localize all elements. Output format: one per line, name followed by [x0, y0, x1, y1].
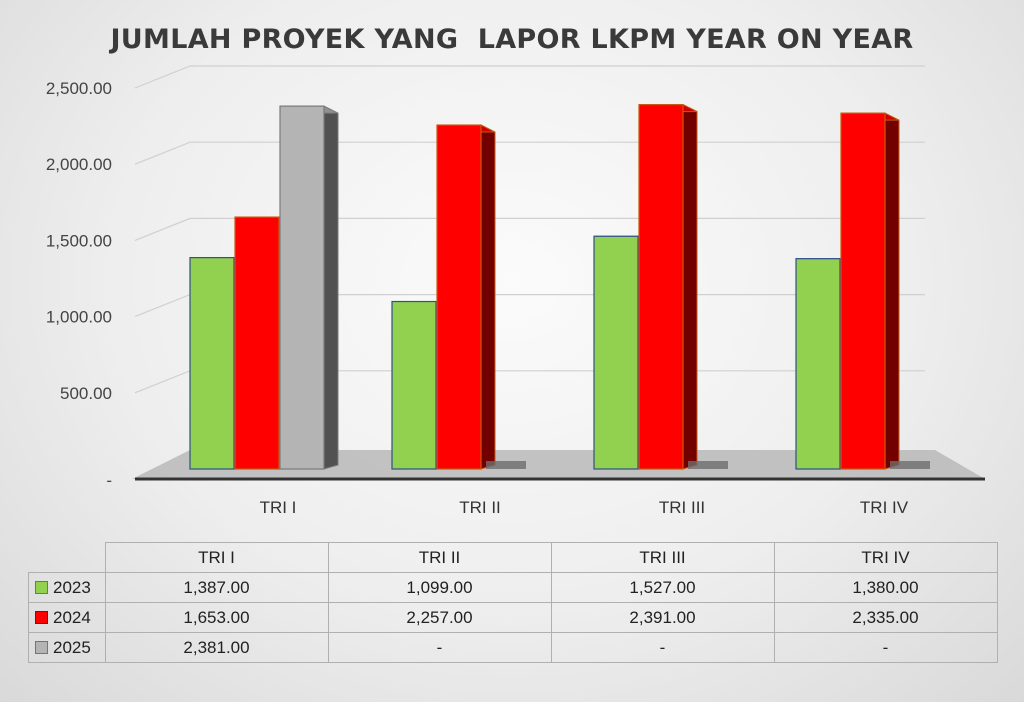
series-legend-cell: 2025	[28, 632, 106, 663]
table-header-row: TRI I TRI II TRI III TRI IV	[28, 542, 998, 573]
y-tick-label: 1,500.00	[46, 231, 112, 250]
gridline	[134, 141, 925, 165]
table-cell: 2,391.00	[550, 602, 775, 633]
series-name: 2025	[53, 637, 91, 657]
bar-side	[480, 124, 496, 470]
x-category-label: TRI III	[659, 498, 705, 517]
series-legend-cell: 2023	[28, 572, 106, 603]
table-cell: 1,527.00	[550, 572, 775, 603]
bar-front	[234, 216, 280, 470]
bar-front	[189, 257, 235, 470]
table-row: 2024 1,653.00 2,257.00 2,391.00 2,335.00	[28, 602, 998, 633]
table-cell: 2,257.00	[327, 602, 552, 633]
bar-side	[323, 105, 339, 470]
y-tick-label: 2,500.00	[46, 79, 112, 98]
bar-empty	[486, 461, 526, 469]
bar-front	[840, 112, 886, 470]
bar-2024	[840, 112, 900, 470]
bar-2024	[638, 103, 698, 470]
series-legend-cell: 2024	[28, 602, 106, 633]
chart-floor	[132, 450, 985, 479]
table-corner	[28, 542, 106, 573]
legend-swatch	[35, 580, 48, 594]
table-cell: -	[550, 632, 775, 663]
bar-empty	[688, 461, 728, 469]
table-cell: -	[327, 632, 552, 663]
table-cell: 2,335.00	[773, 602, 998, 633]
x-category-label: TRI I	[260, 498, 297, 517]
bar-front	[593, 235, 639, 470]
table-cell: 1,099.00	[327, 572, 552, 603]
table-row: 2025 2,381.00- - -	[28, 632, 998, 663]
series-name: 2024	[53, 607, 91, 627]
table-cell: -	[773, 632, 998, 663]
bar-2024	[436, 124, 496, 470]
bar-side	[682, 103, 698, 470]
x-category-label: TRI II	[459, 498, 501, 517]
bar-front	[279, 105, 325, 470]
table-header-cell: TRI IV	[773, 542, 998, 573]
chart-title: JUMLAH PROYEK YANG LAPOR LKPM YEAR ON YE…	[110, 24, 914, 55]
legend-swatch	[35, 640, 48, 654]
data-table: TRI I TRI II TRI III TRI IV 2023 1,387.00 1,0…	[28, 542, 998, 663]
table-cell: 1,387.00	[104, 572, 329, 603]
y-tick-label: -	[106, 471, 112, 490]
bar-front	[391, 300, 437, 470]
axes: - 500.00 1,000.00 1,500.00 2,000.00 2,500.00 T…	[46, 79, 985, 517]
table-header-cell: TRI I	[104, 542, 329, 573]
series-name: 2023	[53, 577, 91, 597]
y-tick-label: 500.00	[60, 384, 112, 403]
legend-swatch	[35, 610, 48, 624]
y-tick-label: 1,000.00	[46, 308, 112, 327]
floor	[132, 450, 985, 479]
gridline	[134, 65, 925, 89]
y-tick-label: 2,000.00	[46, 155, 112, 174]
bar-front	[638, 104, 684, 470]
table-cell: 1,380.00	[773, 572, 998, 603]
bar-empty	[890, 461, 930, 469]
bar-chart-3d: - 500.00 1,000.00 1,500.00 2,000.00 2,500.00 T…	[46, 65, 985, 517]
x-category-label: TRI IV	[860, 498, 909, 517]
bar-2025	[279, 105, 339, 470]
table-row: 2023 1,387.00 1,099.00 1,527.00 1,380.00	[28, 572, 998, 603]
table-cell: 1,653.00	[104, 602, 329, 633]
bar-side	[884, 112, 900, 470]
bar-front	[436, 124, 482, 470]
table-header-cell: TRI II	[327, 542, 552, 573]
table-cell: 2,381.00	[104, 632, 329, 663]
table-header-cell: TRI III	[550, 542, 775, 573]
bar-front	[795, 258, 841, 470]
bars	[189, 103, 930, 470]
